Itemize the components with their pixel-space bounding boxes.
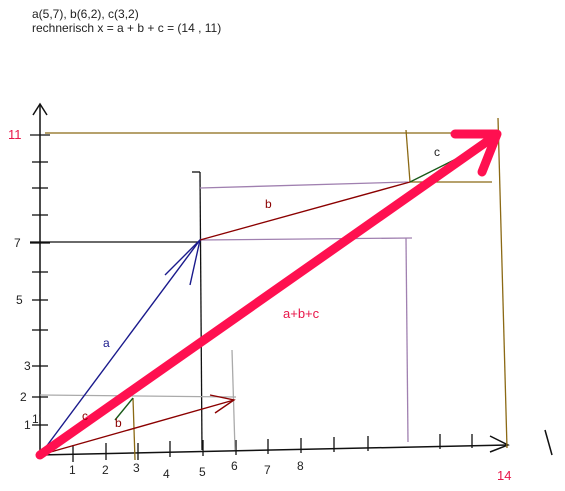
vector-label: b: [115, 416, 122, 430]
x-label: 7: [264, 463, 271, 477]
header: a(5,7), b(6,2), c(3,2) rechnerisch x = a…: [32, 7, 221, 35]
vector-label: b: [265, 197, 272, 211]
helper-lines: [30, 117, 508, 461]
x-label: 3: [133, 461, 140, 475]
vector-label: c: [82, 409, 88, 423]
y-label: 5: [16, 293, 23, 307]
vectors: [35, 129, 502, 460]
x-label: 1: [69, 463, 76, 477]
x-label: 8: [297, 459, 304, 473]
y-label: 11: [8, 127, 22, 142]
header-line: a(5,7), b(6,2), c(3,2): [32, 7, 139, 21]
y-label: 3: [24, 359, 31, 373]
vector-label: a+b+c: [283, 306, 320, 321]
vector-label: a: [103, 336, 110, 350]
header-line: rechnerisch x = a + b + c = (14 , 11): [32, 21, 221, 35]
axes: [30, 102, 553, 462]
y-label: 7: [14, 236, 21, 250]
y-label: 1': [32, 412, 41, 426]
y-labels: 11 7 5 3 2 1 1': [8, 127, 41, 432]
x-label: 6: [231, 459, 238, 473]
x-label: 2: [102, 463, 109, 477]
x-label: 5: [199, 465, 206, 479]
vector-label: c: [434, 145, 440, 159]
x-labels: 1 2 3 4 5 6 7 8 14: [69, 459, 511, 483]
vector-labels: a b c b c a+b+c: [82, 145, 440, 430]
x-label: 14: [497, 468, 511, 483]
y-label: 1: [24, 418, 31, 432]
y-label: 2: [20, 390, 27, 404]
x-label: 4: [163, 467, 170, 481]
